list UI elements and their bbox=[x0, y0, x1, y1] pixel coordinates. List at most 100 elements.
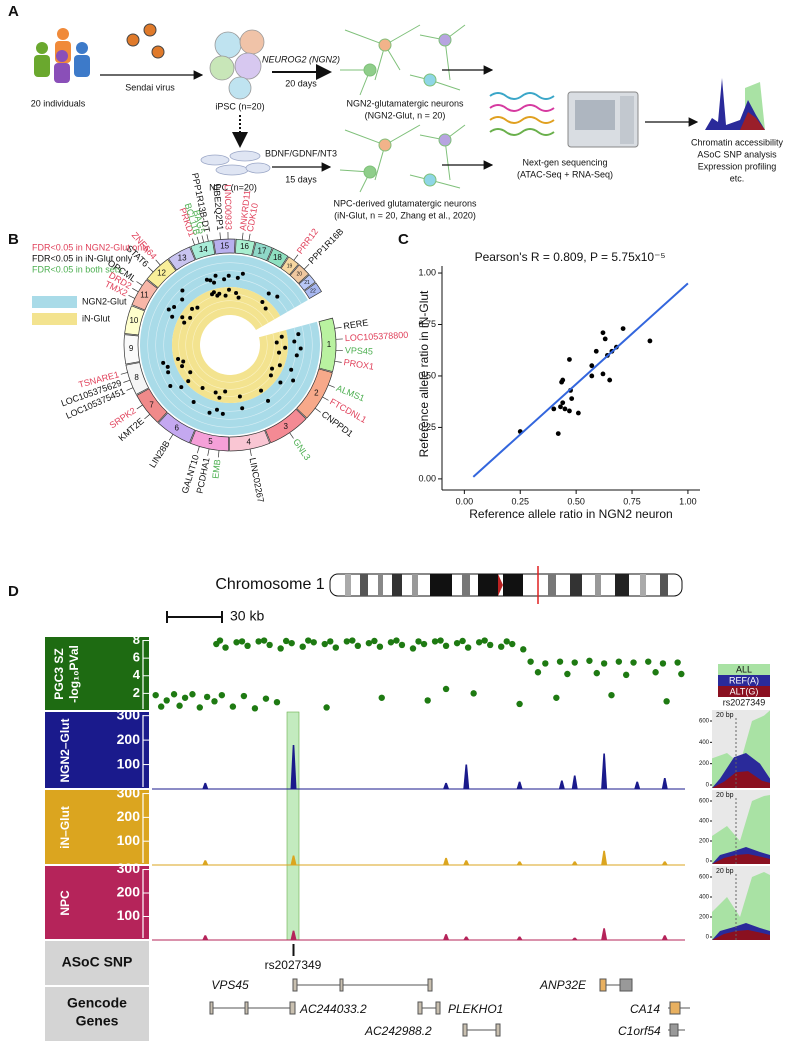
chromosome-segment bbox=[136, 388, 168, 423]
chromosome-label: Chromosome 1 bbox=[215, 576, 324, 593]
ngn2-dot bbox=[235, 275, 240, 280]
gene-tick bbox=[136, 281, 143, 286]
ngn2-dot bbox=[296, 332, 301, 337]
ngn2-dot bbox=[166, 370, 171, 375]
chromosome-label: 2 bbox=[314, 389, 319, 398]
peak bbox=[290, 930, 297, 940]
gene-label: LINC02267 bbox=[247, 457, 265, 504]
point bbox=[378, 694, 385, 701]
peak bbox=[558, 780, 565, 789]
point bbox=[442, 642, 450, 650]
in-dot bbox=[217, 291, 222, 296]
y-tick-label: 8 bbox=[133, 632, 140, 647]
ngn2-dot bbox=[291, 378, 296, 383]
label: ASoC SNP analysis bbox=[697, 149, 777, 159]
chromosome-label: 4 bbox=[247, 437, 252, 446]
npc-icon bbox=[200, 150, 271, 176]
gene-label: LINC00933 bbox=[223, 184, 234, 230]
ngn2-dot bbox=[179, 385, 184, 390]
point bbox=[567, 408, 572, 414]
mini-width: 20 bp bbox=[716, 792, 734, 799]
point bbox=[567, 357, 572, 362]
y-tick-label: 200 bbox=[117, 884, 141, 900]
legend-swatch bbox=[32, 313, 77, 325]
point bbox=[607, 377, 613, 383]
legend-label: REF(A) bbox=[729, 675, 759, 685]
ngn2-dot bbox=[266, 398, 271, 403]
mini-width: 20 bp bbox=[716, 868, 734, 875]
gene-label: VPS45 bbox=[345, 345, 373, 356]
point bbox=[558, 404, 563, 410]
point bbox=[442, 685, 450, 693]
point bbox=[152, 691, 159, 699]
chromosome-label: 18 bbox=[273, 253, 282, 262]
point bbox=[645, 658, 652, 665]
y-tick-label: 4 bbox=[133, 667, 141, 682]
track-label: ASoC SNP bbox=[62, 954, 133, 970]
gene-name: AC244033.2 bbox=[299, 1002, 367, 1016]
point bbox=[282, 637, 290, 645]
in-dot bbox=[176, 356, 181, 361]
panel-label: C bbox=[398, 231, 409, 248]
point bbox=[163, 697, 170, 704]
chromosome-segment bbox=[229, 429, 271, 452]
peak bbox=[290, 745, 297, 789]
track-label: Genes bbox=[76, 1013, 119, 1029]
in-dot bbox=[283, 345, 288, 350]
gene-tick bbox=[191, 238, 195, 246]
in-dot bbox=[195, 305, 200, 310]
point bbox=[288, 639, 295, 647]
gene-tick bbox=[334, 360, 342, 363]
ngn2-dot bbox=[191, 399, 196, 404]
gene-label: LIN28B bbox=[147, 439, 172, 470]
peak bbox=[443, 934, 450, 940]
chromosome-label: 19 bbox=[287, 263, 293, 269]
point bbox=[589, 373, 595, 379]
point bbox=[262, 695, 270, 702]
in-dot bbox=[188, 370, 193, 375]
point bbox=[509, 640, 516, 648]
chromosome-segment bbox=[296, 368, 333, 419]
chromosome-label: 17 bbox=[258, 246, 267, 255]
peak bbox=[661, 935, 668, 940]
chromosome-label: 10 bbox=[129, 316, 138, 325]
in-dot bbox=[180, 315, 185, 320]
track-label-box bbox=[45, 790, 149, 864]
ngn2-dot bbox=[294, 353, 299, 358]
gene-label: GNL3 bbox=[291, 437, 312, 462]
chromosome-segment bbox=[146, 258, 177, 289]
point bbox=[218, 691, 226, 699]
gene-tick bbox=[120, 372, 128, 375]
point bbox=[475, 639, 483, 646]
peak bbox=[463, 860, 470, 865]
ngn2-dot bbox=[240, 271, 245, 276]
in-dot bbox=[277, 350, 282, 355]
peak bbox=[516, 781, 523, 789]
chromosome-label: 13 bbox=[178, 253, 187, 262]
gene-tick bbox=[219, 232, 221, 240]
mini-all bbox=[712, 795, 770, 864]
gene-tick bbox=[136, 404, 143, 410]
peak bbox=[571, 937, 578, 940]
ngn2-dot bbox=[208, 278, 213, 283]
ngn2-dot bbox=[204, 277, 209, 282]
track-label: iN–Glut bbox=[58, 806, 72, 849]
peak bbox=[202, 782, 209, 789]
point bbox=[321, 640, 328, 648]
gene-tick bbox=[249, 449, 252, 457]
label: (iN-Glut, n = 20, Zhang et al., 2020) bbox=[334, 210, 476, 220]
peak bbox=[290, 855, 297, 865]
point bbox=[560, 377, 566, 383]
ngn2-dot bbox=[214, 407, 219, 412]
track-label: -log₁₀PVal bbox=[67, 645, 81, 703]
peak bbox=[571, 775, 578, 789]
point bbox=[534, 669, 542, 676]
legend-label: FDR<0.05 in NGN2-Glut only bbox=[32, 242, 149, 252]
peak bbox=[463, 936, 470, 940]
x-tick-label: 0.75 bbox=[623, 496, 641, 506]
point bbox=[622, 671, 630, 679]
in-dot bbox=[190, 306, 195, 311]
gene-tick bbox=[196, 236, 200, 244]
gene-name: AC242988.2 bbox=[364, 1024, 432, 1038]
